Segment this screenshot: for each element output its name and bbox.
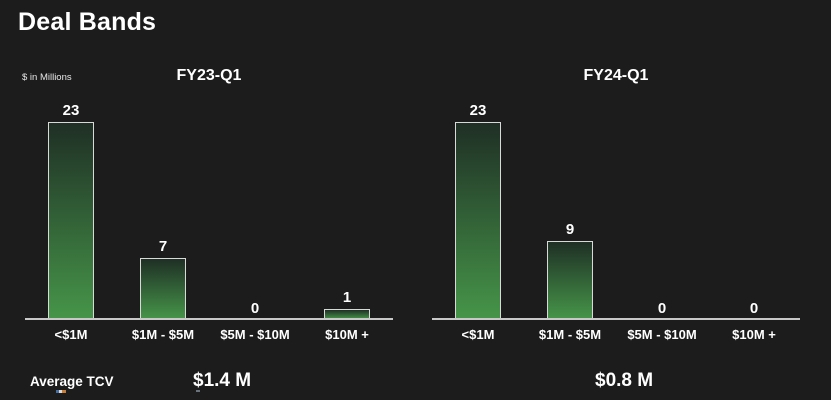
x-axis-line: [432, 318, 800, 320]
bar-value-label: 0: [749, 300, 759, 317]
category-label: $5M - $10M: [627, 327, 697, 342]
chart-title-fy24-q1: FY24-Q1: [583, 67, 649, 84]
bar: [140, 258, 186, 320]
bottom-edge-logo-fragment: [56, 390, 66, 393]
bar-value-label: 23: [469, 102, 487, 119]
category-axis-fy24-q1: <$1M $1M - $5M $5M - $10M $10M +: [432, 327, 800, 342]
x-axis-line: [25, 318, 393, 320]
bar-column: 0: [708, 301, 800, 320]
category-axis-fy23-q1: <$1M $1M - $5M $5M - $10M $10M +: [25, 327, 393, 342]
average-tcv-value-fy23: $1.4 M: [193, 370, 252, 391]
bar-column: 0: [209, 301, 301, 320]
bar-column: 23: [25, 103, 117, 320]
bar-column: 9: [524, 222, 616, 320]
bar-value-label: 23: [62, 102, 80, 119]
plot-area-fy24-q1: 23 9 0 0: [432, 88, 800, 320]
category-label: <$1M: [54, 327, 88, 342]
bar: [547, 241, 593, 320]
bar-column: 0: [616, 301, 708, 320]
chart-fy23-q1: FY23-Q1 23 7 0 1 <$1M $1M - $5M $5M - $10M $10…: [25, 66, 393, 342]
category-label: $10M +: [325, 327, 369, 342]
bar-value-label: 9: [565, 221, 575, 238]
bar-column: 23: [432, 103, 524, 320]
bar: [48, 122, 94, 320]
bottom-edge-speck: [196, 390, 200, 392]
plot-area-fy23-q1: 23 7 0 1: [25, 88, 393, 320]
bar-value-label: 0: [250, 300, 260, 317]
page-title: Deal Bands: [18, 8, 157, 36]
category-label: $5M - $10M: [220, 327, 290, 342]
chart-title-fy23-q1: FY23-Q1: [176, 67, 242, 84]
category-label: $1M - $5M: [131, 327, 195, 342]
bar-column: 1: [301, 290, 393, 320]
bar: [455, 122, 501, 320]
average-tcv-value-fy24: $0.8 M: [595, 370, 654, 391]
average-tcv-label: Average TCV: [30, 374, 114, 389]
bar-value-label: 7: [158, 238, 168, 255]
bar-column: 7: [117, 239, 209, 320]
bar-value-label: 1: [342, 289, 352, 306]
category-label: <$1M: [461, 327, 495, 342]
category-label: $1M - $5M: [538, 327, 602, 342]
units-label: $ in Millions: [22, 72, 72, 83]
chart-fy24-q1: FY24-Q1 23 9 0 0 <$1M $1M - $5M $5M - $10M $10…: [432, 66, 800, 342]
bar-value-label: 0: [657, 300, 667, 317]
category-label: $10M +: [732, 327, 776, 342]
